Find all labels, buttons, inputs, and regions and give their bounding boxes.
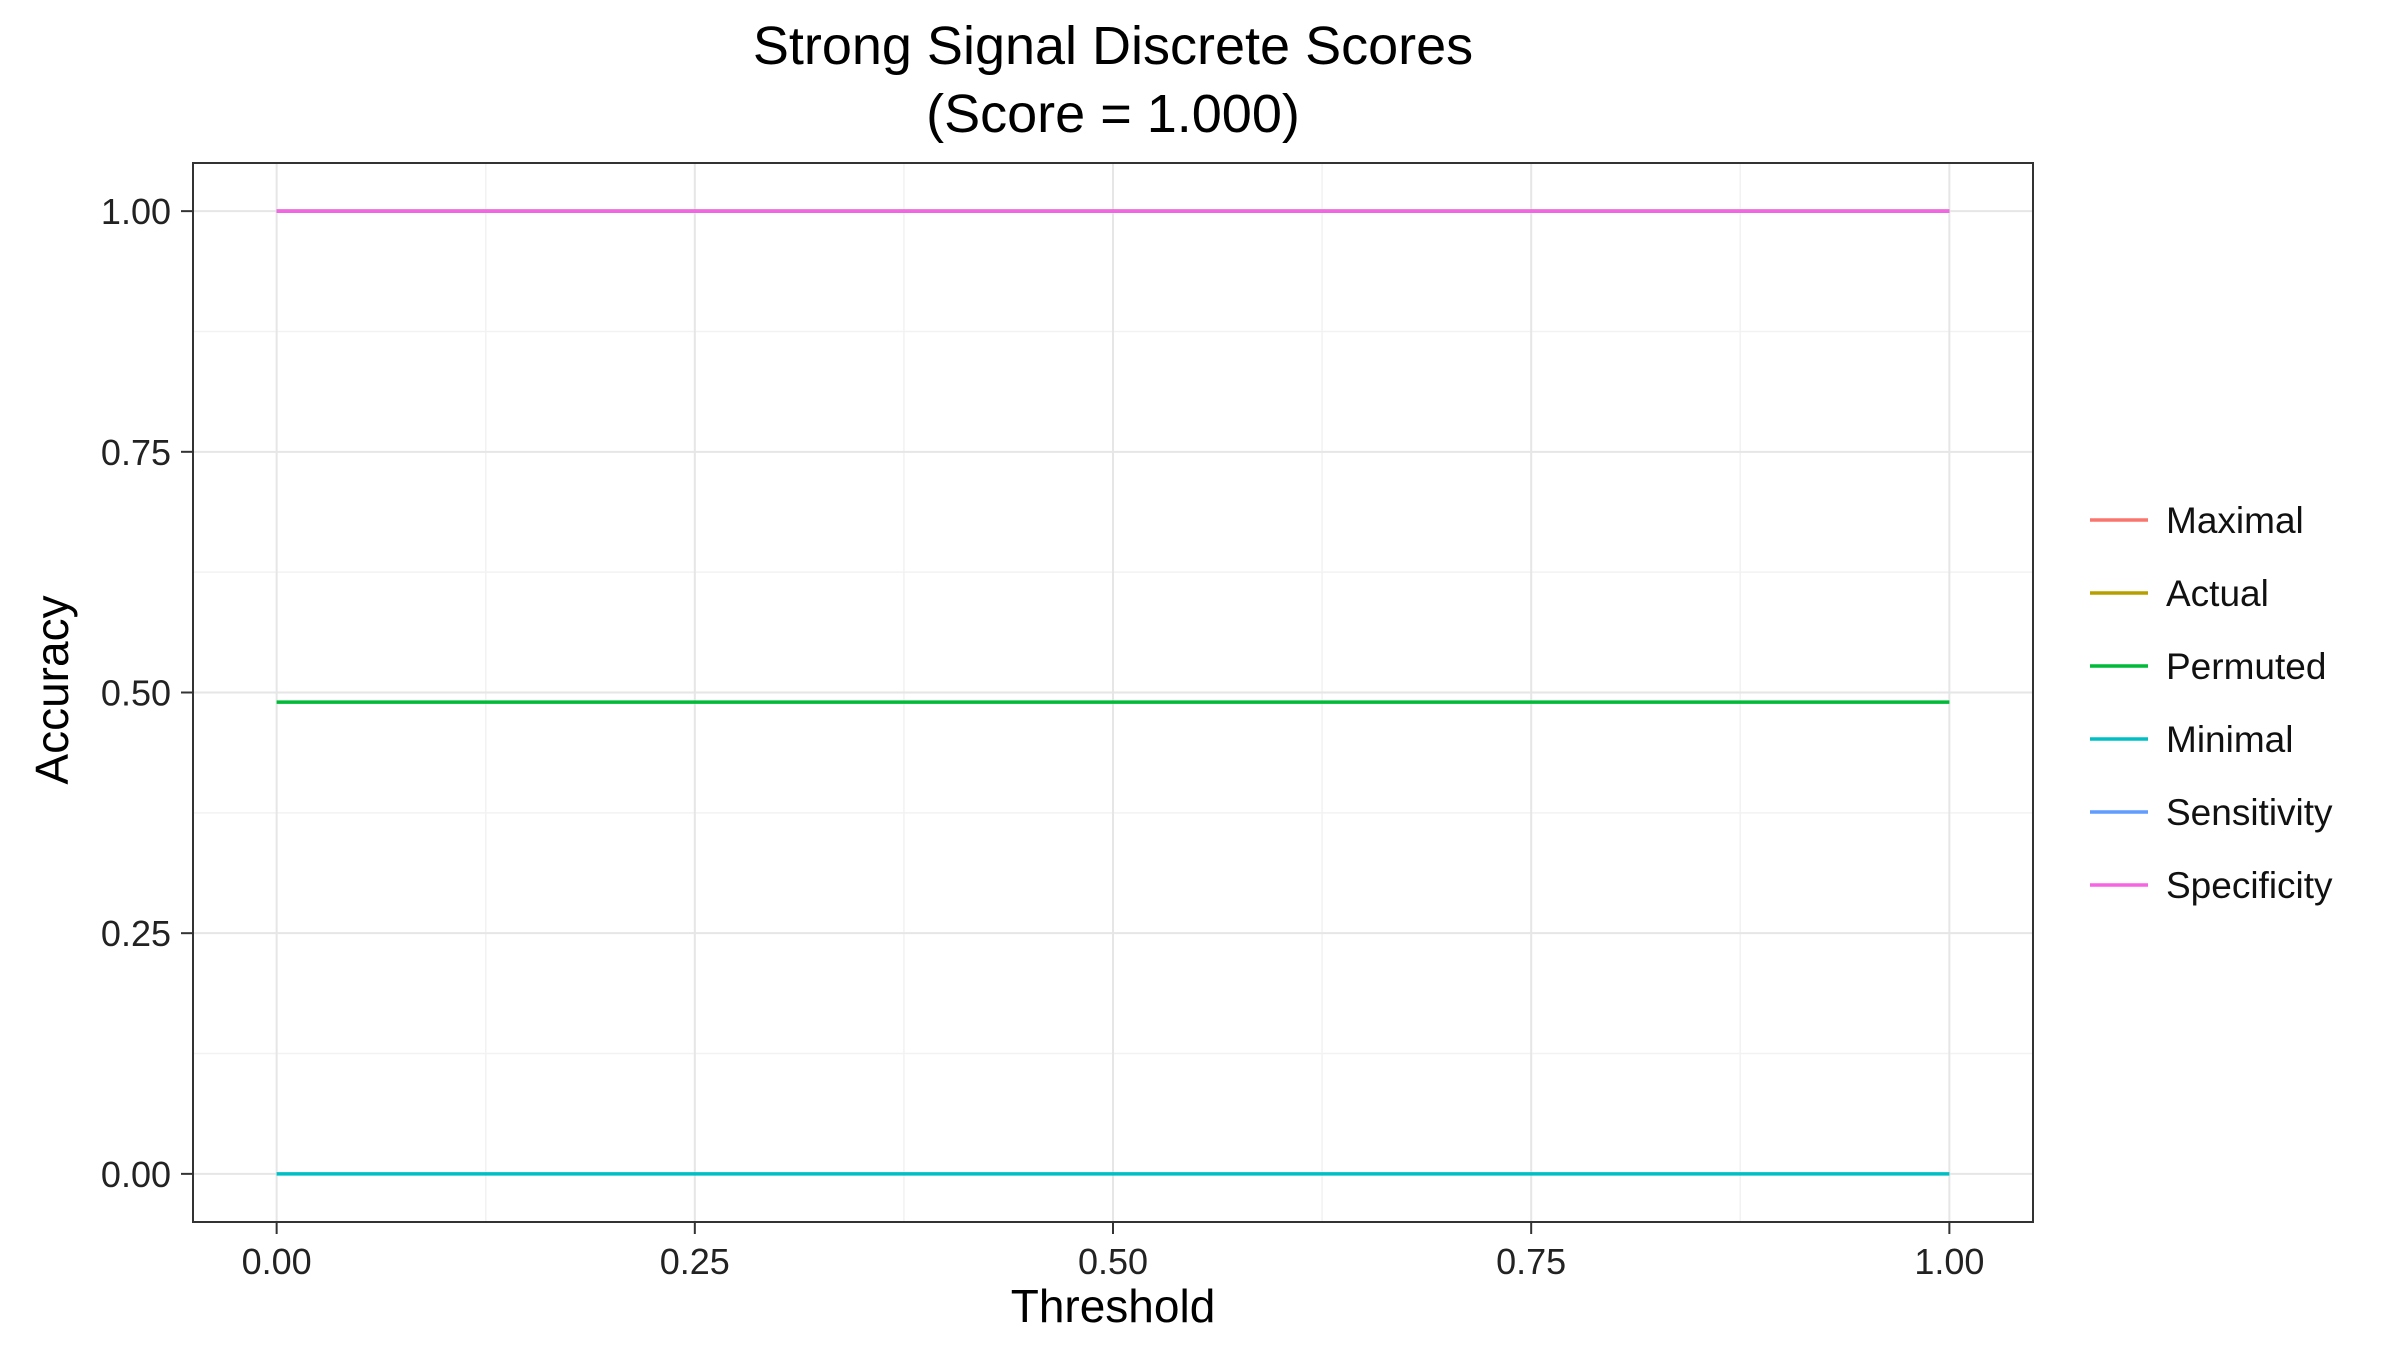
x-axis-title: Threshold xyxy=(1011,1280,1216,1332)
legend-item-actual: Actual xyxy=(2090,573,2269,614)
legend-item-permuted: Permuted xyxy=(2090,646,2326,687)
legend-label: Actual xyxy=(2166,573,2269,614)
grid-major xyxy=(193,163,2033,1222)
y-axis-title: Accuracy xyxy=(26,595,78,784)
y-tick-label: 0.50 xyxy=(101,673,171,714)
x-tick-label: 1.00 xyxy=(1914,1241,1984,1282)
legend-label: Maximal xyxy=(2166,500,2304,541)
x-tick-label: 0.00 xyxy=(242,1241,312,1282)
x-axis: 0.00 0.25 0.50 0.75 1.00 xyxy=(242,1222,1984,1282)
y-tick-label: 0.75 xyxy=(101,432,171,473)
legend-item-specificity: Specificity xyxy=(2090,865,2333,906)
x-tick-label: 0.75 xyxy=(1496,1241,1566,1282)
chart-subtitle: (Score = 1.000) xyxy=(926,84,1300,144)
legend: Maximal Actual Permuted Minimal Sensitivity S… xyxy=(2090,500,2333,906)
chart-title: Strong Signal Discrete Scores xyxy=(753,16,1473,76)
legend-label: Permuted xyxy=(2166,646,2326,687)
series-lines xyxy=(276,209,1950,1176)
legend-item-maximal: Maximal xyxy=(2090,500,2304,541)
legend-label: Sensitivity xyxy=(2166,792,2333,833)
y-tick-label: 0.00 xyxy=(101,1154,171,1195)
legend-item-sensitivity: Sensitivity xyxy=(2090,792,2333,833)
legend-label: Specificity xyxy=(2166,865,2333,906)
y-axis: 0.00 0.25 0.50 0.75 1.00 xyxy=(101,191,193,1195)
y-tick-label: 1.00 xyxy=(101,191,171,232)
x-tick-label: 0.25 xyxy=(660,1241,730,1282)
y-tick-label: 0.25 xyxy=(101,913,171,954)
legend-label: Minimal xyxy=(2166,719,2293,760)
legend-item-minimal: Minimal xyxy=(2090,719,2293,760)
x-tick-label: 0.50 xyxy=(1078,1241,1148,1282)
